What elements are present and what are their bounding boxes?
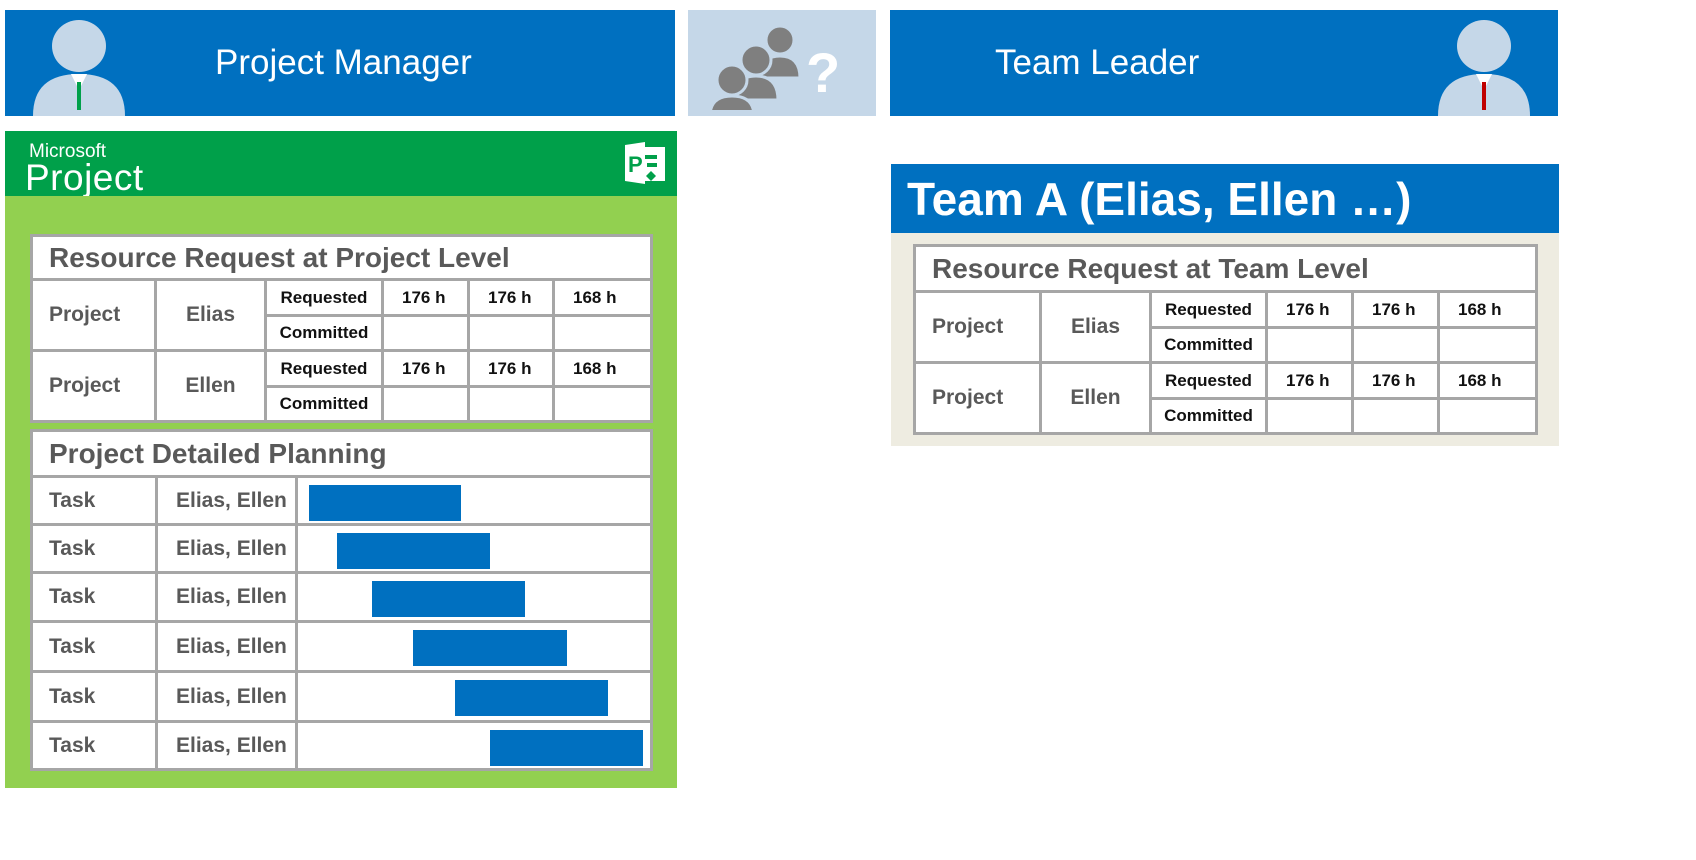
hours-cell: 168 h [552, 278, 653, 317]
task-resources: Elias, Ellen [155, 670, 298, 723]
task-resources: Elias, Ellen [155, 571, 298, 623]
committed-label: Committed [264, 314, 384, 352]
hours-cell: 168 h [1436, 361, 1539, 400]
planning-table: Project Detailed Planning Task Elias, El… [29, 429, 654, 771]
person-green-tie-icon [33, 20, 125, 116]
committed-cell [1265, 326, 1354, 364]
gantt-cell [294, 670, 654, 723]
committed-cell [381, 385, 470, 423]
row-label: Project [913, 290, 1042, 364]
hours-cell: 176 h [1265, 361, 1354, 400]
committed-cell [1265, 397, 1354, 435]
gantt-cell [294, 523, 654, 574]
gantt-cell [294, 571, 654, 623]
committed-cell [1436, 397, 1539, 435]
task-label: Task [30, 475, 158, 526]
collaboration-box: ? [688, 10, 876, 116]
task-label: Task [30, 571, 158, 623]
hours-cell: 168 h [1436, 290, 1539, 329]
team-request-title: Resource Request at Team Level [912, 244, 1539, 293]
hours-cell: 176 h [1265, 290, 1354, 329]
gantt-bar[interactable] [372, 581, 525, 617]
ms-project-logo-icon: P [625, 142, 665, 184]
row-label: Project [913, 361, 1042, 435]
gantt-cell [294, 475, 654, 526]
ms-project-header: Microsoft Project P [5, 131, 677, 198]
committed-cell [1351, 397, 1440, 435]
team-title: Team A (Elias, Ellen …) [907, 172, 1412, 225]
task-label: Task [30, 620, 158, 673]
team-request-table: Resource Request at Team Level Project E… [912, 244, 1539, 435]
ms-brand-large: Project [25, 157, 144, 198]
ms-brand-small: Microsoft [29, 141, 107, 162]
planning-title: Project Detailed Planning [29, 429, 654, 478]
hours-cell: 176 h [381, 349, 470, 388]
task-label: Task [30, 523, 158, 574]
hours-cell: 168 h [552, 349, 653, 388]
gantt-bar[interactable] [309, 485, 461, 521]
gantt-bar[interactable] [337, 533, 490, 569]
requested-label: Requested [264, 278, 384, 317]
task-resources: Elias, Ellen [155, 523, 298, 574]
task-label: Task [30, 720, 158, 771]
hours-cell: 176 h [467, 349, 555, 388]
person-red-tie-icon [1438, 20, 1530, 116]
people-question-icon: ? [710, 24, 840, 110]
hours-cell: 176 h [381, 278, 470, 317]
committed-label: Committed [1149, 397, 1268, 435]
hours-cell: 176 h [1351, 290, 1440, 329]
task-resources: Elias, Ellen [155, 720, 298, 771]
committed-label: Committed [1149, 326, 1268, 364]
committed-cell [381, 314, 470, 352]
team-header: Team A (Elias, Ellen …) [891, 164, 1559, 233]
team-leader-banner: Team Leader [890, 10, 1558, 116]
committed-cell [467, 314, 555, 352]
requested-label: Requested [264, 349, 384, 388]
gantt-bar[interactable] [413, 630, 567, 666]
svg-text:P: P [628, 152, 643, 177]
hours-cell: 176 h [467, 278, 555, 317]
project-manager-banner: Project Manager [5, 10, 675, 116]
row-label: Project [30, 278, 157, 352]
committed-cell [467, 385, 555, 423]
svg-text:?: ? [806, 41, 840, 104]
resource-name: Ellen [1039, 361, 1152, 435]
team-leader-title: Team Leader [995, 43, 1200, 82]
task-resources: Elias, Ellen [155, 475, 298, 526]
resource-name: Elias [1039, 290, 1152, 364]
project-request-table: Resource Request at Project Level Projec… [30, 234, 653, 423]
committed-cell [1351, 326, 1440, 364]
project-request-title: Resource Request at Project Level [30, 234, 653, 281]
committed-label: Committed [264, 385, 384, 423]
committed-cell [552, 314, 653, 352]
committed-cell [552, 385, 653, 423]
requested-label: Requested [1149, 361, 1268, 400]
project-manager-title: Project Manager [215, 43, 472, 82]
gantt-bar[interactable] [490, 730, 643, 766]
resource-name: Ellen [154, 349, 267, 423]
gantt-cell [294, 720, 654, 771]
hours-cell: 176 h [1351, 361, 1440, 400]
task-label: Task [30, 670, 158, 723]
gantt-cell [294, 620, 654, 673]
resource-name: Elias [154, 278, 267, 352]
row-label: Project [30, 349, 157, 423]
committed-cell [1436, 326, 1539, 364]
gantt-bar[interactable] [455, 680, 608, 716]
task-resources: Elias, Ellen [155, 620, 298, 673]
requested-label: Requested [1149, 290, 1268, 329]
